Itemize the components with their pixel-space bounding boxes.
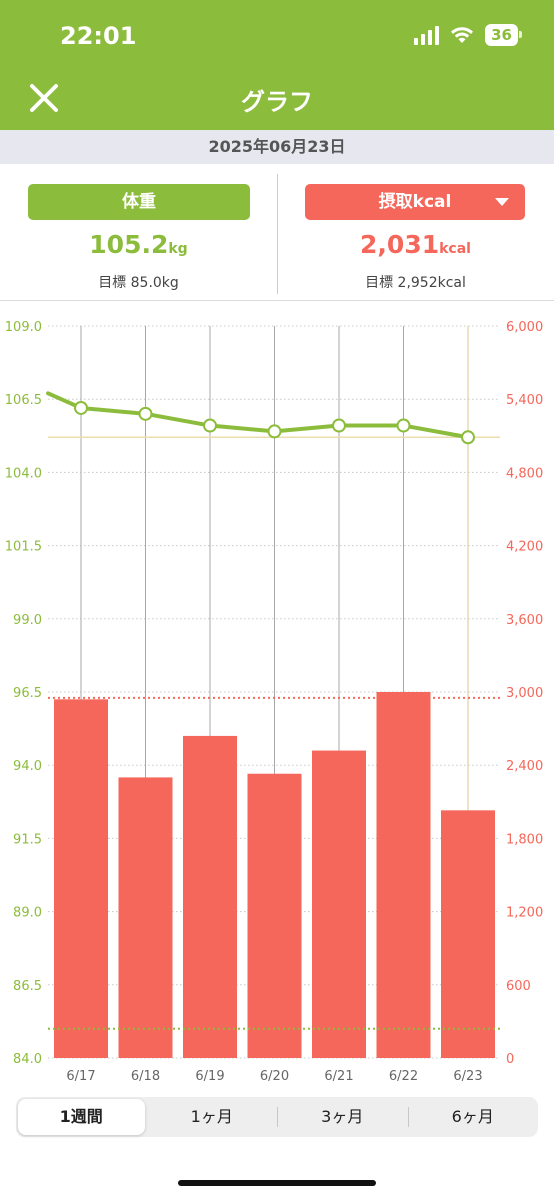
tab-separator <box>407 1107 409 1127</box>
date-label: 2025年06月23日 <box>0 130 554 164</box>
right-axis-tick-label: 0 <box>506 1052 514 1067</box>
tab-separator <box>277 1107 278 1127</box>
left-axis-tick-label: 86.5 <box>13 979 42 994</box>
weight-series-line <box>46 391 470 440</box>
right-axis-tick-label: 6,000 <box>506 320 543 335</box>
left-axis-tick-label: 84.0 <box>13 1052 42 1067</box>
x-axis-tick-label: 6/20 <box>260 1069 289 1084</box>
left-axis-tick-label: 99.0 <box>13 613 42 628</box>
summary-panel: 体重 105.2kg 目標 85.0kg 摂取kcal 2,031kcal 目標… <box>0 164 554 301</box>
kcal-number: 2,031 <box>360 230 440 259</box>
tab-period-1[interactable]: 1ヶ月 <box>190 1107 233 1126</box>
weight-point <box>267 424 282 439</box>
x-axis-tick-label: 6/18 <box>131 1069 160 1084</box>
left-axis-tick-label: 101.5 <box>5 540 42 555</box>
kcal-bar <box>376 692 431 1058</box>
right-axis-tick-label: 600 <box>506 979 531 994</box>
right-axis-tick-label: 1,200 <box>506 906 543 921</box>
right-axis-tick-label: 2,400 <box>506 759 543 774</box>
weight-number: 105.2 <box>89 230 169 259</box>
kcal-bar <box>118 777 173 1058</box>
period-segmented-control: 1週間 1ヶ月 3ヶ月 6ヶ月 <box>16 1097 538 1137</box>
dropdown-triangle-icon <box>495 198 509 206</box>
kcal-type-dropdown[interactable]: 摂取kcal <box>305 184 525 220</box>
weight-point <box>138 406 153 421</box>
right-axis-tick-label: 1,800 <box>506 832 543 847</box>
weight-kcal-chart: 109.0 106.5 104.0 101.5 99.0 96.5 94.0 91.5 89.0… <box>5 320 543 1084</box>
kcal-unit: kcal <box>439 241 471 257</box>
weight-value: 105.2kg <box>0 230 277 259</box>
tab-period-3[interactable]: 6ヶ月 <box>451 1107 494 1126</box>
panel-divider <box>277 174 278 294</box>
status-icons: 36 <box>414 24 522 46</box>
weight-point <box>332 418 346 433</box>
weight-panel: 体重 105.2kg 目標 85.0kg <box>0 164 277 300</box>
left-axis-tick-label: 104.0 <box>5 466 42 481</box>
kcal-value: 2,031kcal <box>277 230 554 259</box>
kcal-bar <box>441 810 495 1058</box>
close-icon[interactable] <box>28 82 60 114</box>
right-axis-tick-label: 5,400 <box>506 393 543 408</box>
kcal-panel: 摂取kcal 2,031kcal 目標 2,952kcal <box>277 164 554 300</box>
x-axis-tick-label: 6/21 <box>324 1069 353 1084</box>
weight-unit: kg <box>168 241 188 257</box>
x-axis-tick-label: 6/19 <box>195 1069 224 1084</box>
x-axis-tick-label: 6/17 <box>66 1069 95 1084</box>
weight-goal: 目標 85.0kg <box>98 275 179 291</box>
kcal-bar <box>54 699 108 1058</box>
cellular-signal-icon <box>414 25 440 45</box>
home-indicator <box>178 1180 376 1186</box>
left-axis-tick-label: 91.5 <box>13 832 42 847</box>
left-axis-tick-label: 89.0 <box>13 906 42 921</box>
page-title: グラフ <box>241 88 313 116</box>
weight-point <box>396 418 411 433</box>
right-axis-tick-label: 3,000 <box>506 686 543 701</box>
weight-label-badge: 体重 <box>28 184 250 220</box>
x-axis-tick-label: 6/22 <box>389 1069 418 1084</box>
left-axis-tick-label: 94.0 <box>13 759 42 774</box>
right-axis-tick-label: 4,200 <box>506 540 543 555</box>
left-axis-tick-label: 96.5 <box>13 686 42 701</box>
app-header: 22:01 36 グラフ <box>0 0 554 130</box>
right-axis-tick-label: 4,800 <box>506 466 543 481</box>
kcal-bar <box>247 773 302 1058</box>
battery-icon: 36 <box>485 24 522 46</box>
left-axis-tick-label: 109.0 <box>5 320 42 335</box>
tab-period-2[interactable]: 3ヶ月 <box>321 1107 364 1126</box>
kcal-goal: 目標 2,952kcal <box>365 275 466 291</box>
kcal-label: 摂取kcal <box>378 192 452 212</box>
weight-point <box>203 418 217 433</box>
right-axis-tick-label: 3,600 <box>506 613 543 628</box>
kcal-bar <box>312 750 366 1058</box>
left-axis-tick-label: 106.5 <box>5 393 42 408</box>
weight-point <box>74 400 88 415</box>
weight-point <box>461 430 475 445</box>
status-time: 22:01 <box>60 22 137 50</box>
kcal-bar <box>183 735 237 1058</box>
tab-period-0[interactable]: 1週間 <box>18 1099 145 1135</box>
x-axis-tick-label: 6/23 <box>453 1069 482 1084</box>
wifi-icon <box>451 27 474 43</box>
